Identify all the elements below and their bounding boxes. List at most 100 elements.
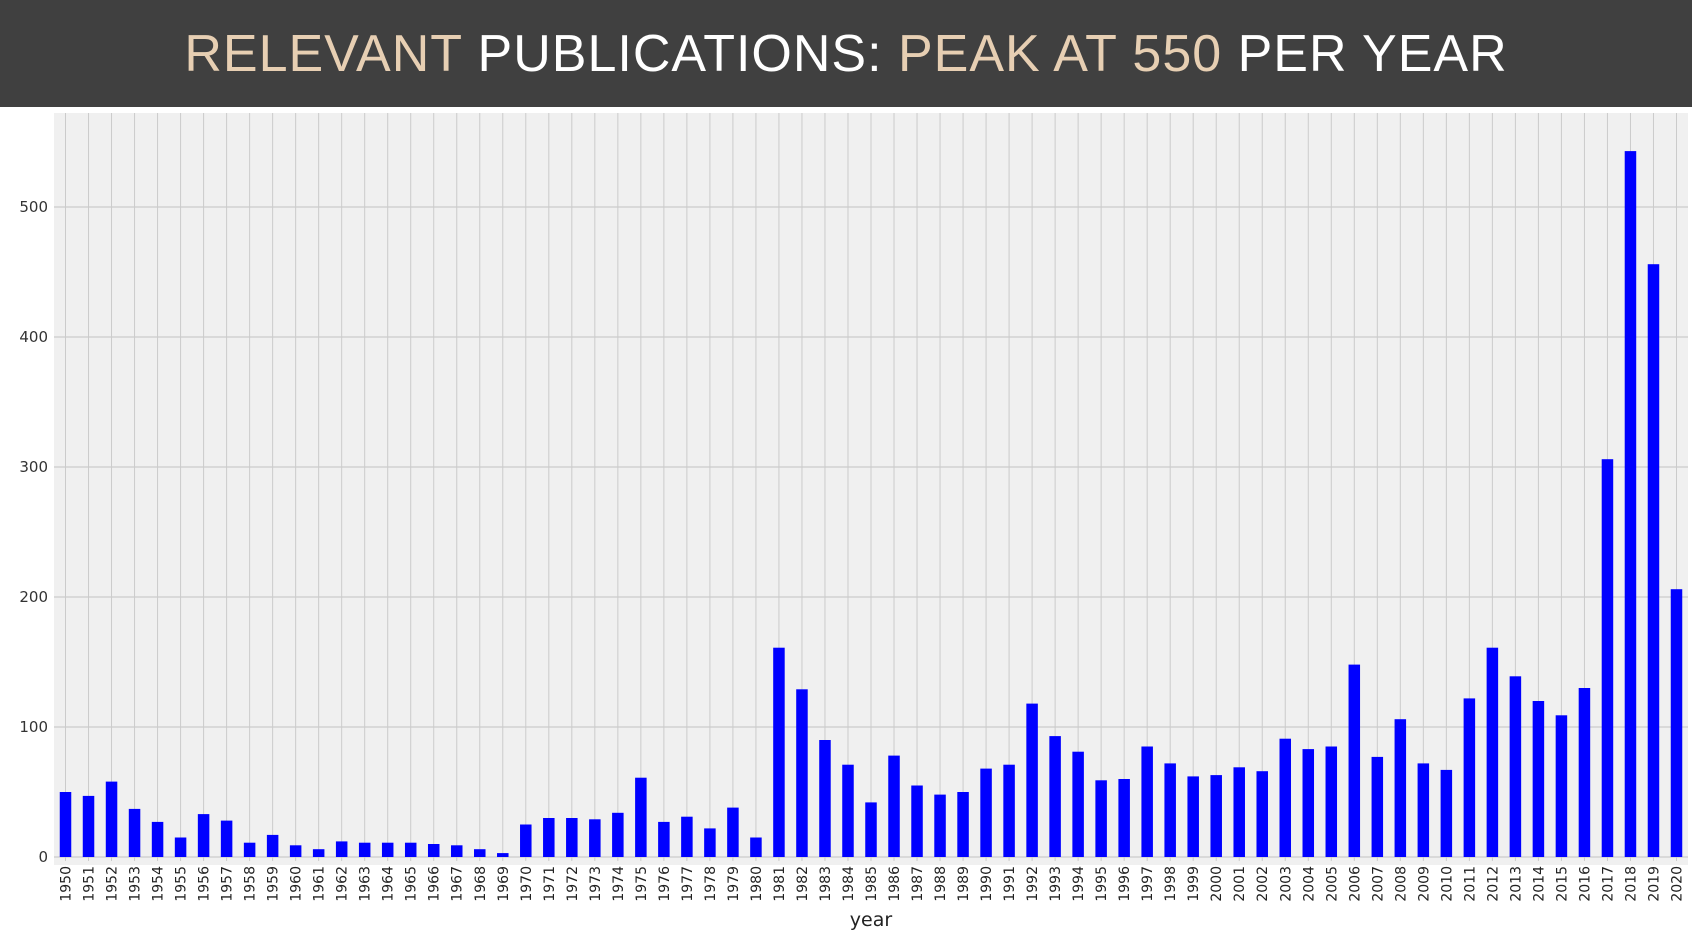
title-part: PEAK AT 550 <box>897 24 1223 83</box>
x-tick-label: 1962 <box>335 866 351 902</box>
bar-2014 <box>1532 701 1545 857</box>
x-tick-label: 1965 <box>404 866 420 902</box>
bar-2017 <box>1601 459 1614 857</box>
bar-1992 <box>1026 703 1038 857</box>
bar-1998 <box>1164 763 1176 857</box>
x-tick-label: 1987 <box>910 866 926 902</box>
bar-1951 <box>82 795 95 857</box>
x-tick-label: 2014 <box>1531 866 1547 902</box>
bar-1995 <box>1095 780 1107 857</box>
bar-1956 <box>197 814 210 857</box>
x-tick-label: 1975 <box>634 866 650 902</box>
x-tick-label: 1977 <box>680 866 696 902</box>
x-tick-label: 1976 <box>657 866 673 902</box>
x-tick-label: 2004 <box>1301 866 1317 902</box>
y-tick-label: 500 <box>19 198 48 216</box>
x-tick-label: 1954 <box>151 866 167 902</box>
x-tick-label: 2008 <box>1393 866 1409 902</box>
x-tick-label: 1966 <box>427 866 443 902</box>
x-tick-label: 1974 <box>611 866 627 902</box>
x-tick-label: 1995 <box>1094 866 1110 902</box>
x-tick-label: 2006 <box>1347 866 1363 902</box>
x-tick-label: 1963 <box>358 866 374 902</box>
bar-1994 <box>1072 751 1084 857</box>
x-tick-label: 1951 <box>82 866 98 902</box>
x-tick-label: 1969 <box>496 866 512 902</box>
x-tick-label: 1994 <box>1071 866 1087 902</box>
bar-1955 <box>174 837 187 857</box>
x-tick-label: 2019 <box>1646 866 1662 902</box>
x-tick-label: 1982 <box>795 866 811 902</box>
y-tick-label: 0 <box>38 848 48 866</box>
x-tick-label: 2002 <box>1255 866 1271 902</box>
x-axis-label: year <box>850 909 893 931</box>
x-tick-label: 2005 <box>1324 866 1340 902</box>
bar-2020 <box>1670 589 1683 857</box>
bar-1952 <box>105 781 118 857</box>
bar-1963 <box>358 842 371 857</box>
x-tick-label: 1992 <box>1025 866 1041 902</box>
bar-1986 <box>888 755 900 857</box>
bar-1961 <box>312 849 325 857</box>
bar-2001 <box>1233 767 1245 857</box>
bar-2004 <box>1302 749 1315 857</box>
bar-1957 <box>220 820 233 857</box>
x-tick-label: 1999 <box>1186 866 1202 902</box>
bar-chart: 0 100 200 300 400 500 1950 1951 1952 1953 1954 1955… <box>19 113 1688 931</box>
x-tick-label: 1981 <box>772 866 788 902</box>
x-tick-label: 1988 <box>933 866 949 902</box>
x-tick-label: 1986 <box>887 866 903 902</box>
bar-2002 <box>1256 771 1268 857</box>
bar-1972 <box>566 818 578 857</box>
x-tick-label: 2018 <box>1623 866 1639 902</box>
x-tick-label: 2010 <box>1439 866 1455 902</box>
bar-1978 <box>704 828 716 857</box>
bar-1990 <box>980 768 992 857</box>
bar-1991 <box>1003 764 1015 857</box>
bar-1999 <box>1187 776 1199 857</box>
title-part: PER YEAR <box>1222 24 1508 83</box>
x-tick-label: 1997 <box>1140 866 1156 902</box>
bar-2009 <box>1417 763 1430 857</box>
x-tick-label: 1971 <box>542 866 558 902</box>
bar-1958 <box>243 842 256 857</box>
bar-1973 <box>589 819 601 857</box>
x-tick-label: 2015 <box>1554 866 1570 902</box>
bar-1970 <box>520 824 532 857</box>
x-tick-label: 2020 <box>1669 866 1685 902</box>
bar-1971 <box>543 818 555 857</box>
x-tick-label: 1991 <box>1002 866 1018 902</box>
bar-1996 <box>1118 779 1130 857</box>
x-tick-label: 1972 <box>565 866 581 902</box>
bar-1993 <box>1049 736 1061 857</box>
y-tick-label: 400 <box>19 328 48 346</box>
bar-2005 <box>1325 746 1338 857</box>
x-tick-label: 1980 <box>749 866 765 902</box>
x-tick-label: 2009 <box>1416 866 1432 902</box>
bar-2011 <box>1463 698 1476 857</box>
bar-1953 <box>128 808 141 857</box>
bar-2008 <box>1394 719 1407 857</box>
x-tick-label: 2017 <box>1600 866 1616 902</box>
bar-2012 <box>1486 647 1499 857</box>
x-tick-label: 1964 <box>381 866 397 902</box>
bar-2018 <box>1624 151 1637 858</box>
bar-1989 <box>957 792 969 857</box>
x-tick-label: 1961 <box>312 866 328 902</box>
bar-2007 <box>1371 756 1384 857</box>
bar-1975 <box>635 777 647 857</box>
x-tick-label: 2007 <box>1370 866 1386 902</box>
bar-2010 <box>1440 769 1453 857</box>
bar-1985 <box>865 802 877 857</box>
x-tick-label: 1957 <box>220 866 236 902</box>
bar-2016 <box>1578 688 1591 857</box>
page-title: RELEVANT PUBLICATIONS: PEAK AT 550 PER Y… <box>184 24 1507 84</box>
bar-1974 <box>612 812 624 857</box>
x-tick-label: 1996 <box>1117 866 1133 902</box>
title-part: PUBLICATIONS: <box>462 24 898 83</box>
x-tick-label: 1960 <box>289 866 305 902</box>
bar-1977 <box>681 816 693 857</box>
title-part: RELEVANT <box>184 24 463 83</box>
x-tick-label: 2003 <box>1278 866 1294 902</box>
bar-1980 <box>750 837 762 857</box>
